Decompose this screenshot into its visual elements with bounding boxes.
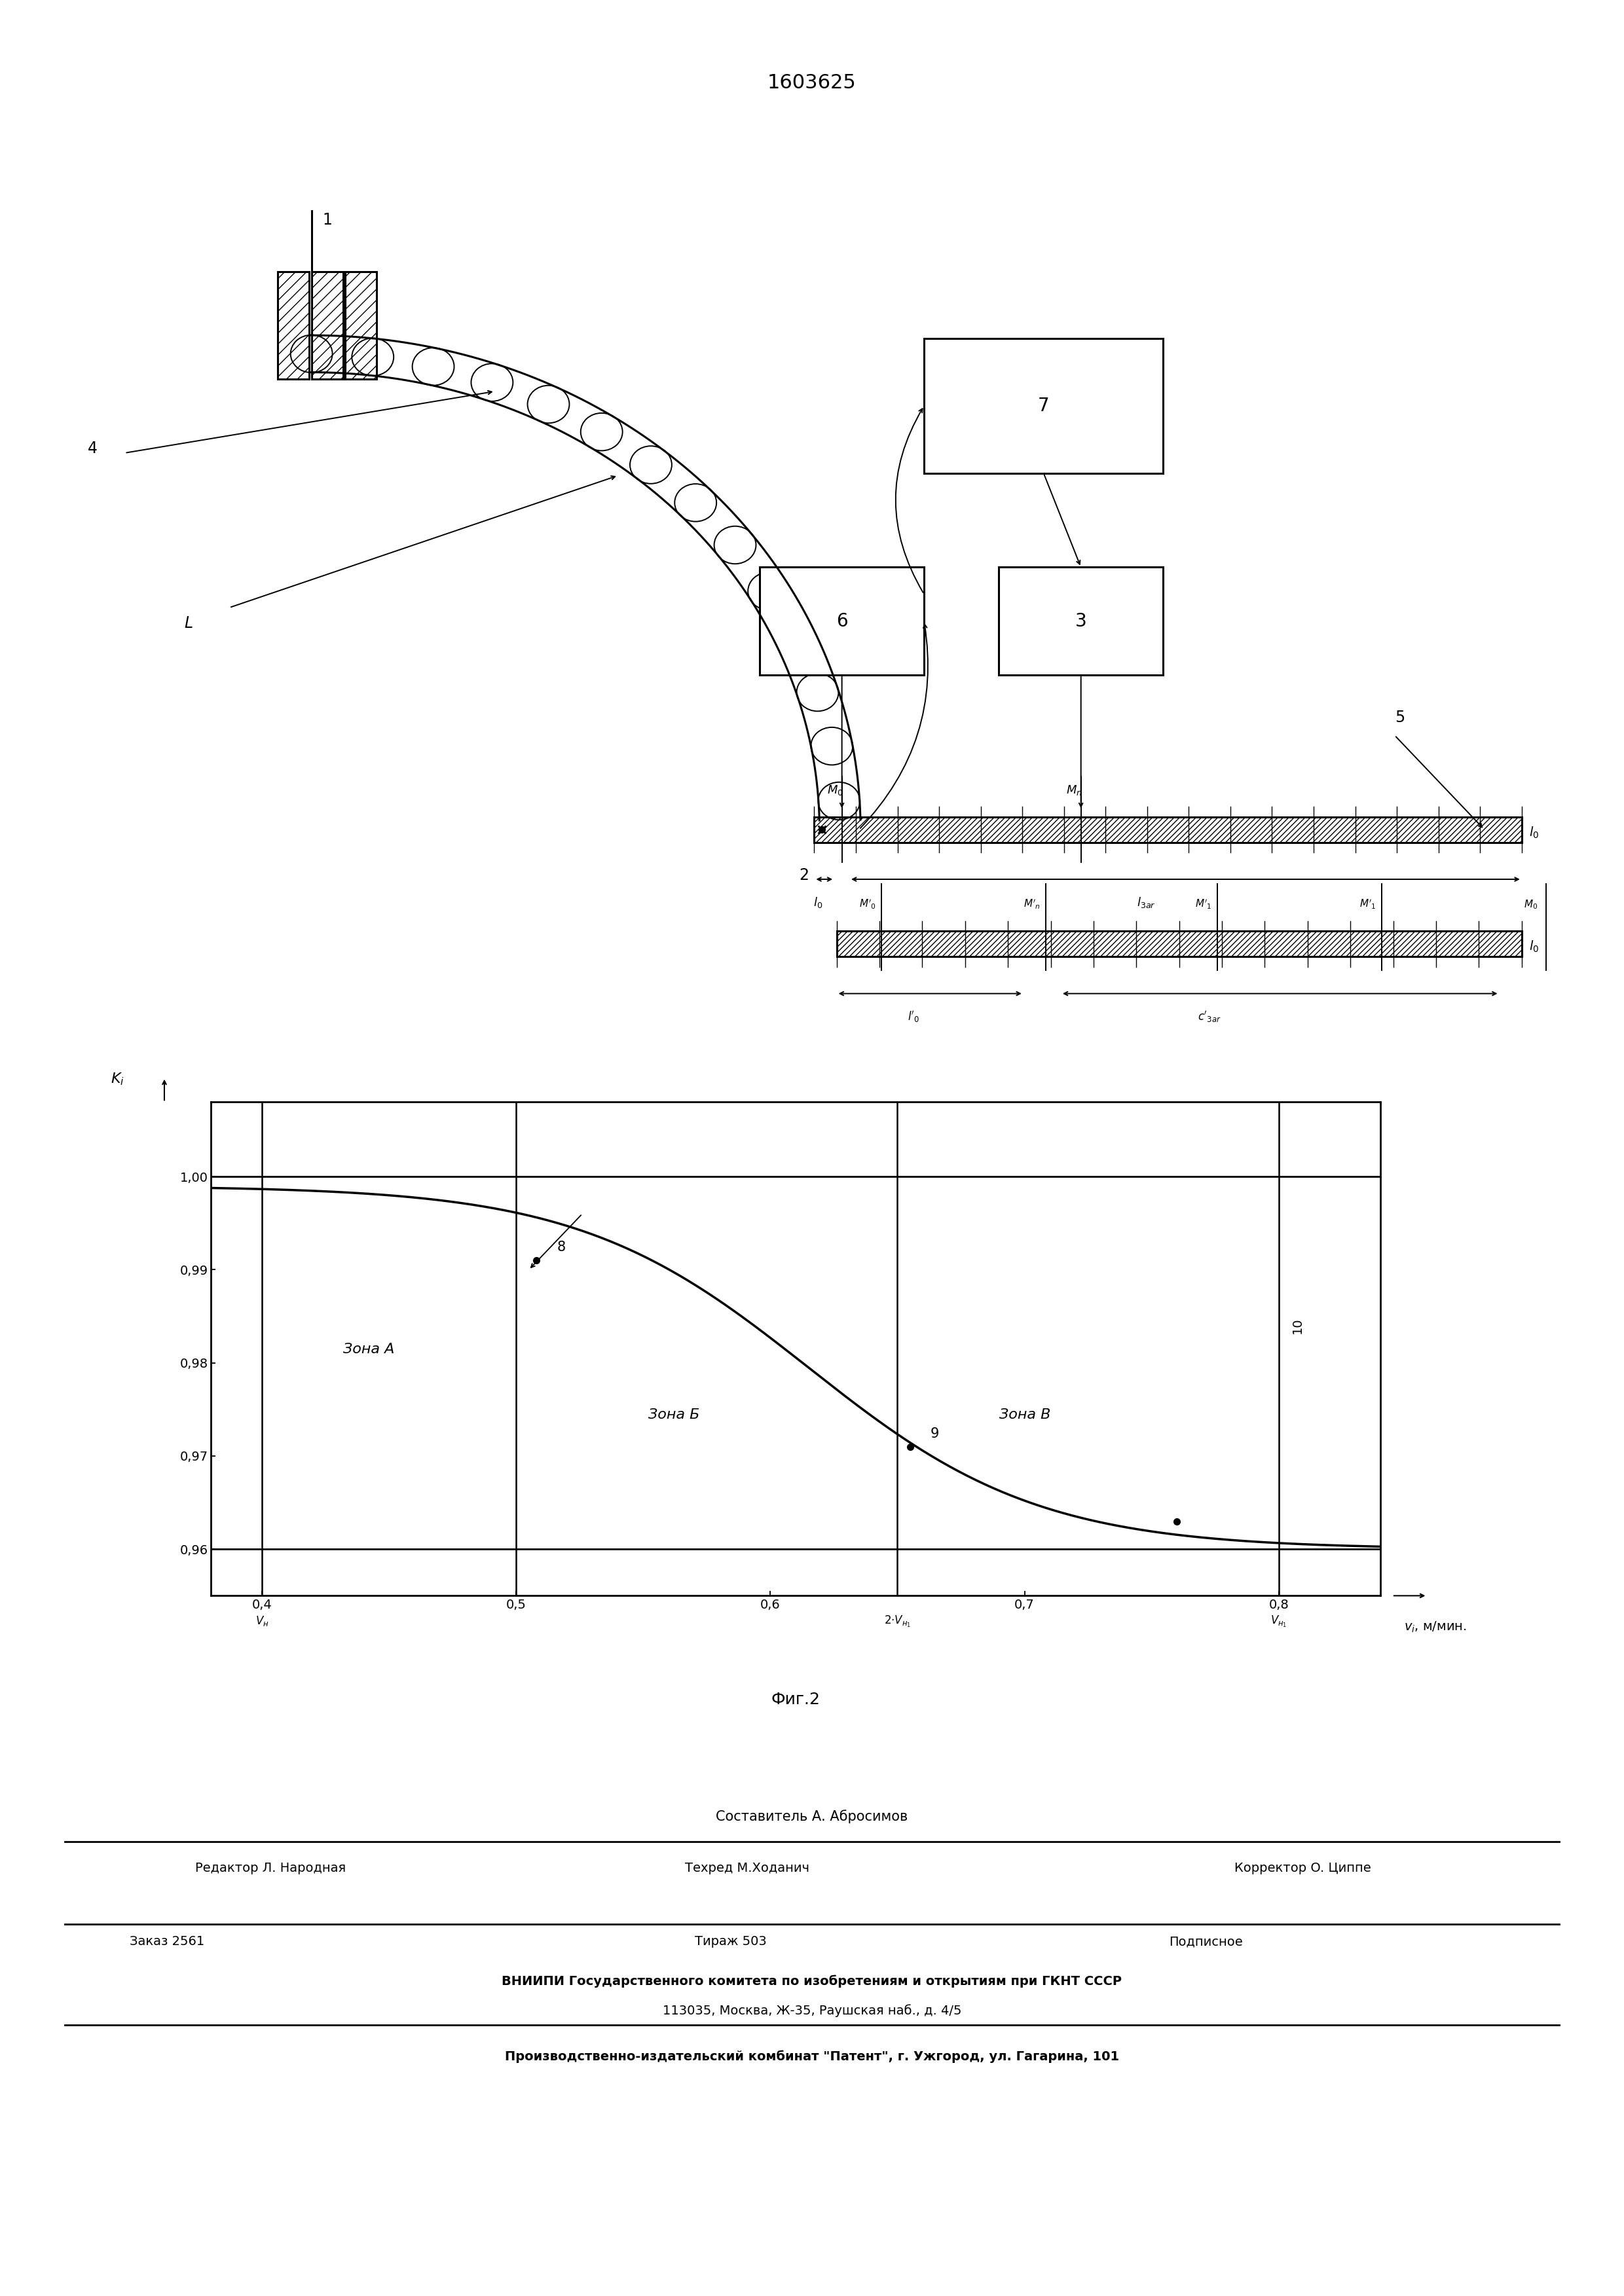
- Text: Зона Б: Зона Б: [648, 1407, 700, 1421]
- Text: $l_{3ar}$: $l_{3ar}$: [1137, 895, 1156, 909]
- Text: ВНИИПИ Государственного комитета по изобретениям и открытиям при ГКНТ СССР: ВНИИПИ Государственного комитета по изоб…: [502, 1975, 1122, 1988]
- Text: 8: 8: [557, 1240, 565, 1254]
- Text: $M_0$: $M_0$: [1523, 898, 1538, 912]
- Text: Заказ 2561: Заказ 2561: [130, 1936, 205, 1947]
- Text: $2{\cdot}V_{н_1}$: $2{\cdot}V_{н_1}$: [883, 1614, 911, 1628]
- Text: $c'_{3ar}$: $c'_{3ar}$: [1199, 1010, 1221, 1024]
- Text: $l_0$: $l_0$: [1530, 939, 1540, 955]
- Text: 113035, Москва, Ж-35, Раушская наб., д. 4/5: 113035, Москва, Ж-35, Раушская наб., д. …: [663, 2004, 961, 2018]
- Text: 1603625: 1603625: [768, 73, 856, 92]
- Text: $V_{н_1}$: $V_{н_1}$: [1270, 1614, 1288, 1628]
- Text: 9: 9: [931, 1426, 939, 1440]
- Text: 7: 7: [1038, 397, 1049, 416]
- Text: $M'_1$: $M'_1$: [1359, 898, 1376, 912]
- Text: Фиг. 1: Фиг. 1: [598, 1114, 653, 1130]
- Bar: [760, 567, 924, 675]
- Bar: [278, 271, 309, 379]
- Text: Корректор O. Циппе: Корректор O. Циппе: [1234, 1862, 1371, 1874]
- Text: $M'_0$: $M'_0$: [859, 898, 875, 912]
- Text: 4: 4: [88, 441, 97, 457]
- Bar: [924, 338, 1163, 473]
- Text: $v_i$, м/мин.: $v_i$, м/мин.: [1403, 1621, 1466, 1635]
- Text: L: L: [185, 615, 193, 631]
- Bar: [312, 271, 343, 379]
- Text: $M_n$: $M_n$: [1065, 783, 1082, 797]
- Text: 1: 1: [323, 211, 333, 227]
- Text: $l_0$: $l_0$: [1530, 824, 1540, 840]
- Text: $M'_1$: $M'_1$: [1195, 898, 1212, 912]
- Text: Производственно-издательский комбинат "Патент", г. Ужгород, ул. Гагарина, 101: Производственно-издательский комбинат "П…: [505, 2050, 1119, 2064]
- Bar: [346, 271, 377, 379]
- Bar: [814, 817, 1522, 843]
- Text: Зона B: Зона B: [999, 1407, 1051, 1421]
- Text: 5: 5: [1395, 709, 1405, 726]
- Text: 10: 10: [1291, 1318, 1304, 1334]
- Text: 3: 3: [1075, 613, 1086, 629]
- Text: Фиг.2: Фиг.2: [771, 1692, 820, 1708]
- Text: $M_0$: $M_0$: [827, 783, 843, 797]
- Text: $V_н$: $V_н$: [255, 1614, 268, 1628]
- Text: Подписное: Подписное: [1169, 1936, 1242, 1947]
- Text: $l'_0$: $l'_0$: [908, 1010, 919, 1024]
- Bar: [999, 567, 1163, 675]
- Text: Составитель А. Абросимов: Составитель А. Абросимов: [716, 1809, 908, 1823]
- Text: Техред М.Ходанич: Техред М.Ходанич: [685, 1862, 809, 1874]
- Text: Тираж 503: Тираж 503: [695, 1936, 767, 1947]
- Text: $K_i$: $K_i$: [110, 1072, 125, 1086]
- Text: 6: 6: [836, 613, 848, 629]
- Bar: [836, 932, 1522, 957]
- Text: $l_0$: $l_0$: [814, 895, 822, 909]
- Text: 2: 2: [799, 868, 809, 884]
- Text: $M'_n$: $M'_n$: [1023, 898, 1041, 912]
- Text: Редактор Л. Народная: Редактор Л. Народная: [195, 1862, 346, 1874]
- Text: Зона A: Зона A: [343, 1343, 395, 1357]
